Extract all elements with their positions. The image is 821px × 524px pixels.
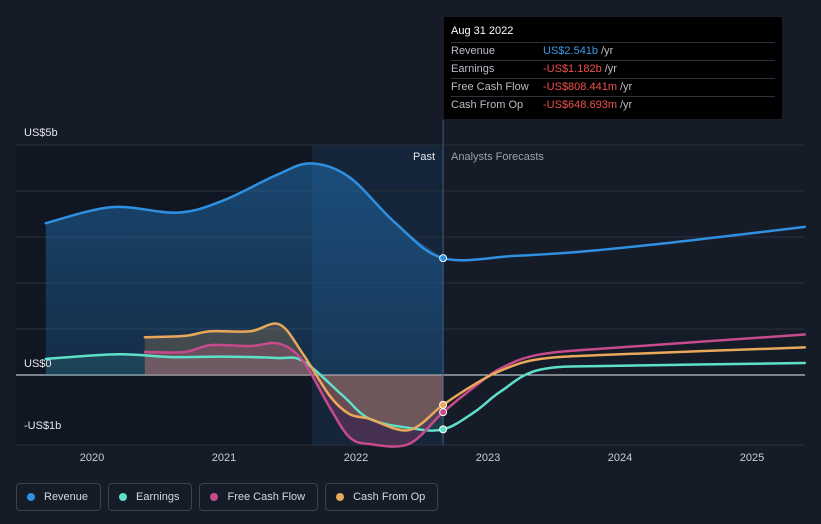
tooltip-row-free-cash-flow: Free Cash Flow -US$808.441m/yr	[451, 79, 775, 97]
legend-label: Cash From Op	[353, 491, 426, 503]
divider-markers	[439, 254, 448, 434]
tooltip-row-revenue: Revenue US$2.541b/yr	[451, 43, 775, 61]
tooltip-rows: Revenue US$2.541b/yr Earnings -US$1.182b/yr…	[451, 43, 775, 114]
y-axis-labels: US$5b US$0 -US$1b	[24, 127, 61, 432]
cash-from-op-marker	[439, 400, 448, 409]
legend-dot-icon	[119, 493, 128, 501]
revenue-marker	[439, 254, 448, 263]
legend-dot-icon	[336, 493, 345, 501]
x-tick-label: 2020	[80, 452, 104, 464]
legend-label: Earnings	[136, 491, 180, 503]
free-cash-flow-area	[144, 342, 444, 447]
revenue-line	[44, 162, 807, 262]
tooltip-row-value: -US$648.693m	[543, 99, 617, 111]
tooltip-row-unit: /yr	[620, 81, 633, 93]
x-tick-label: 2021	[212, 452, 236, 464]
earnings-area	[45, 354, 444, 430]
earnings-marker	[439, 425, 448, 434]
tooltip-row-name: Cash From Op	[451, 99, 524, 111]
cash-from-op-line	[143, 322, 807, 432]
legend-item-cash-from-op[interactable]: Cash From Op	[325, 483, 439, 511]
series-areas	[45, 163, 444, 447]
legend-item-revenue[interactable]: Revenue	[16, 483, 102, 511]
tooltip-row-name: Free Cash Flow	[451, 81, 529, 93]
free-cash-flow-marker	[439, 408, 448, 417]
legend-dot-icon	[27, 493, 35, 501]
data-tooltip: Aug 31 2022 Revenue US$2.541b/yr Earnings -…	[444, 17, 782, 119]
tooltip-row-unit: /yr	[604, 63, 617, 75]
x-tick-label: 2025	[740, 452, 764, 464]
tooltip-row-value: -US$808.441m	[543, 81, 617, 93]
revenue-area	[45, 163, 444, 375]
y-axis-label: US$0	[24, 358, 52, 370]
y-axis-label: -US$1b	[24, 420, 61, 432]
cash-from-op-area	[144, 323, 444, 431]
tooltip-row-name: Earnings	[451, 63, 495, 75]
x-axis-labels: 2020 2021 2022 2023 2024 2025	[80, 452, 764, 464]
legend-dot-icon	[210, 493, 219, 501]
forecast-label: Analysts Forecasts	[451, 151, 544, 163]
tooltip-row-cash-from-op: Cash From Op -US$648.693m/yr	[451, 97, 775, 114]
legend-item-earnings[interactable]: Earnings	[108, 483, 193, 511]
free-cash-flow-line	[143, 333, 807, 448]
past-label: Past	[413, 151, 435, 163]
x-tick-label: 2024	[608, 452, 632, 464]
y-axis-label: US$5b	[24, 127, 58, 139]
series-lines	[44, 162, 807, 448]
tooltip-row-unit: /yr	[601, 45, 614, 57]
tooltip-row-value: -US$1.182b	[543, 63, 602, 75]
tooltip-date: Aug 31 2022	[451, 23, 775, 43]
legend-label: Revenue	[44, 491, 89, 503]
legend-label: Free Cash Flow	[227, 491, 306, 503]
tooltip-row-name: Revenue	[451, 45, 496, 57]
x-tick-label: 2023	[476, 452, 500, 464]
chart-legend: Revenue Earnings Free Cash Flow Cash From O…	[16, 483, 439, 511]
tooltip-row-value: US$2.541b	[543, 45, 599, 57]
tooltip-row-unit: /yr	[620, 99, 633, 111]
legend-item-free-cash-flow[interactable]: Free Cash Flow	[199, 483, 319, 511]
tooltip-row-earnings: Earnings -US$1.182b/yr	[451, 61, 775, 79]
x-tick-label: 2022	[344, 452, 368, 464]
